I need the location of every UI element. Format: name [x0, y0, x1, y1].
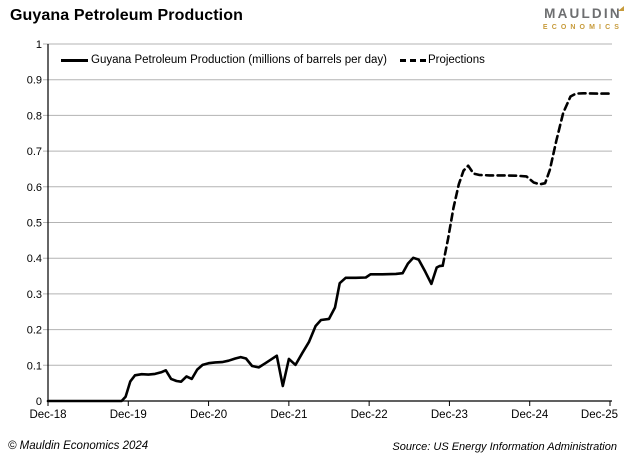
legend-label-production: Guyana Petroleum Production (millions of… — [91, 54, 387, 66]
logo-subtitle: ECONOMICS — [542, 24, 623, 31]
logo-wordmark-text: MAULDIN — [544, 6, 622, 21]
mauldin-economics-logo: MAULDIN ECONOMICS — [542, 6, 624, 31]
y-tick-label: 0.4 — [27, 253, 42, 265]
logo-gold-accent — [617, 6, 624, 11]
x-tick-label: Dec-25 — [581, 409, 618, 421]
x-tick-label: Dec-24 — [511, 409, 549, 421]
production-line — [46, 256, 445, 403]
x-tick-label: Dec-18 — [29, 409, 66, 421]
x-tick-label: Dec-22 — [351, 409, 388, 421]
x-tick-label: Dec-21 — [270, 409, 307, 421]
page-title: Guyana Petroleum Production — [10, 7, 243, 24]
logo-wordmark: MAULDIN — [544, 6, 624, 21]
y-tick-label: 1 — [36, 39, 42, 51]
y-tick-label: 0.8 — [27, 110, 42, 122]
y-tick-label: 0.2 — [27, 325, 42, 337]
legend-label-projections: Projections — [427, 54, 485, 66]
y-tick-label: 0.5 — [27, 218, 42, 230]
projections-line — [441, 92, 612, 268]
dashed-line-swatch — [399, 58, 426, 62]
y-tick-label: 0.9 — [27, 75, 42, 87]
legend-item-projections: Projections — [399, 54, 485, 66]
solid-line-swatch — [61, 58, 88, 62]
source-attribution: Source: US Energy Information Administra… — [392, 441, 617, 453]
y-tick-label: 0 — [36, 396, 42, 408]
y-tick-label: 0.1 — [27, 360, 42, 372]
y-tick-label: 0.7 — [27, 146, 42, 158]
chart-legend: Guyana Petroleum Production (millions of… — [61, 54, 485, 66]
y-tick-label: 0.6 — [27, 182, 42, 194]
x-tick-label: Dec-19 — [110, 409, 147, 421]
legend-item-production: Guyana Petroleum Production (millions of… — [61, 54, 387, 66]
x-tick-label: Dec-20 — [190, 409, 227, 421]
copyright-text: © Mauldin Economics 2024 — [8, 440, 149, 452]
x-tick-label: Dec-23 — [431, 409, 468, 421]
y-tick-label: 0.3 — [27, 289, 42, 301]
